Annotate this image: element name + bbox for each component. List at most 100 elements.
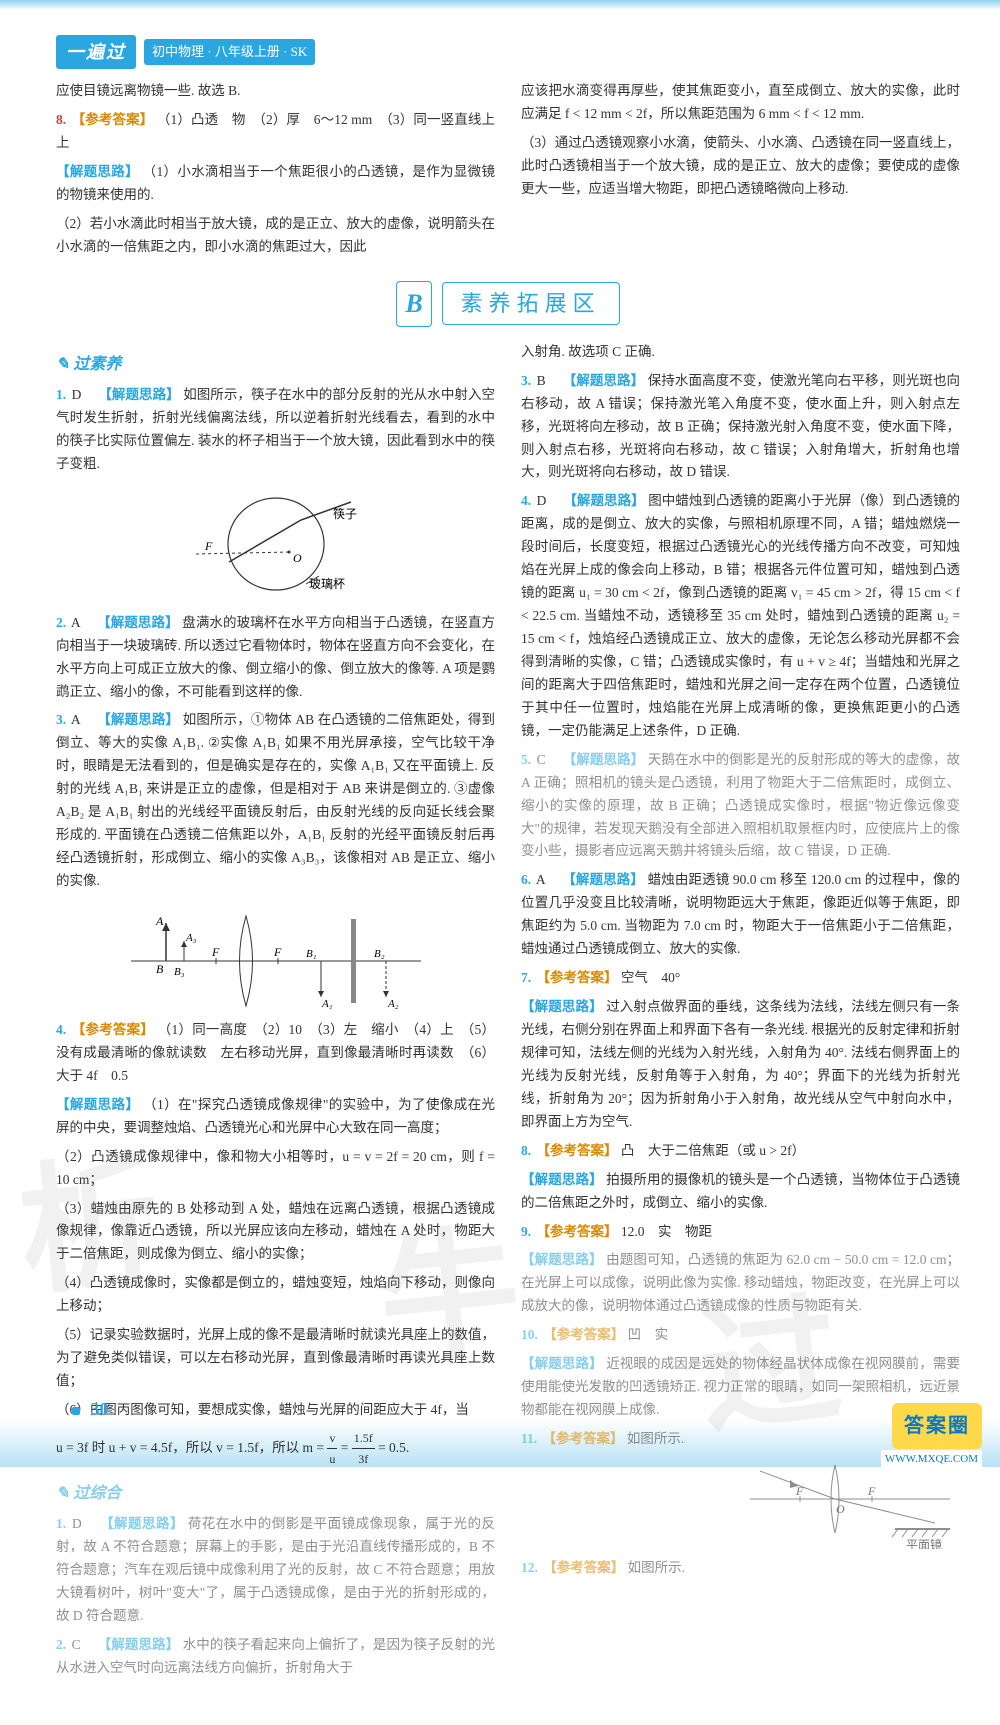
q4-think: 【解题思路】 （1）在"探究凸透镜成像规律"的实验中，为了使像成在光屏的中央，要… xyxy=(56,1094,495,1140)
ans-label: 【参考答案】 xyxy=(543,1560,624,1575)
diagram-mirror: F O F 平面镜 xyxy=(521,1459,960,1549)
q2: 2. A 【解题思路】 盘满水的玻璃杯在水平方向相当于凸透镜，在竖直方向相当于一… xyxy=(56,612,495,704)
z1-ans: D xyxy=(72,1516,82,1531)
d1-kz: 筷子 xyxy=(333,506,357,521)
svg-text:B₁: B₁ xyxy=(306,948,317,960)
think-label: 【解题思路】 xyxy=(563,752,645,767)
diagram-lens: A B A₃ B₃ F F B₁ A₁ xyxy=(56,901,495,1011)
q3-ans: A xyxy=(71,712,80,727)
svg-text:O: O xyxy=(293,551,302,565)
ans-label: 【参考答案】 xyxy=(537,1224,618,1239)
badge-sub: WWW.MXQE.COM xyxy=(881,1450,982,1469)
r7-num: 7. xyxy=(521,970,531,985)
badge-main: 答案圈 xyxy=(904,1415,970,1437)
subject-tag: 初中物理 · 八年级上册 · SK xyxy=(144,39,315,65)
r-cont: 入射角. 故选项 C 正确. xyxy=(521,341,960,364)
q3-num: 3. xyxy=(56,712,66,727)
ans-label: 【参考答案】 xyxy=(537,970,618,985)
q1-num: 1. xyxy=(56,387,66,402)
svg-text:平面镜: 平面镜 xyxy=(906,1537,942,1549)
ans-label: 【参考答案】 xyxy=(72,112,154,127)
r12-ans-text: 如图所示. xyxy=(628,1560,685,1575)
banner-title: 素养拓展区 xyxy=(442,282,620,325)
q4-t6a: （6）由图丙图像可知，要想成实像，蜡烛与光屏的间距应大于 4f，当 xyxy=(56,1399,495,1422)
ans-label: 【参考答案】 xyxy=(543,1327,624,1342)
section-banner: B 素养拓展区 xyxy=(56,281,960,327)
svg-text:F: F xyxy=(273,945,282,959)
page-number: 30 xyxy=(72,1394,109,1425)
q4-num: 4. xyxy=(56,1022,66,1037)
section-zonghe: 过综合 xyxy=(56,1480,495,1507)
q4-t6b-line: u = 3f 时 u + v = 4.5f，所以 v = 1.5f，所以 m =… xyxy=(56,1428,495,1470)
r7a: 7. 【参考答案】 空气 40° xyxy=(521,967,960,990)
svg-text:B: B xyxy=(156,962,164,976)
r9-ans-text: 12.0 实 物距 xyxy=(621,1224,712,1239)
r8-ans-text: 凸 大于二倍焦距（或 u > 2f） xyxy=(621,1143,805,1158)
think-label: 【解题思路】 xyxy=(97,712,179,727)
ans-label: 【参考答案】 xyxy=(537,1143,618,1158)
r3-ans: B xyxy=(537,373,546,388)
q8-answer: 8. 【参考答案】 （1）凸透 物 （2）厚 6～12 mm （3）同一竖直线上… xyxy=(56,109,495,155)
z2: 2. C 【解题思路】 水中的筷子看起来向上偏折了，是因为筷子反射的光从水进入空… xyxy=(56,1634,495,1680)
svg-text:A₂: A₂ xyxy=(387,998,399,1010)
r9a: 9. 【参考答案】 12.0 实 物距 xyxy=(521,1221,960,1244)
r11-ans-text: 如图所示. xyxy=(627,1431,684,1446)
q1: 1. D 【解题思路】 如图所示，筷子在水中的部分反射的光从水中射入空气时发生折… xyxy=(56,384,495,476)
think-label: 【解题思路】 xyxy=(100,1516,184,1531)
brand: 一遍过 xyxy=(56,35,136,70)
think-label: 【解题思路】 xyxy=(56,164,139,179)
z1-text: 荷花在水中的倒影是平面镜成像现象，属于光的反射，故 A 不符合题意；屏幕上的手影… xyxy=(56,1516,495,1623)
svg-text:B₃: B₃ xyxy=(174,966,185,978)
q4-t3: （3）蜡烛由原先的 B 处移动到 A 处，蜡烛在远离凸透镜，根据凸透镜成像规律，… xyxy=(56,1198,495,1267)
r4-num: 4. xyxy=(521,493,531,508)
top-r2: （3）通过凸透镜观察小水滴，使箭头、小水滴、凸透镜在同一竖直线上，此时凸透镜相当… xyxy=(521,132,960,201)
diagram-cup: O F 筷子 玻璃杯 xyxy=(56,484,495,604)
r3: 3. B 【解题思路】 保持水面高度不变，使激光笔向右平移，则光斑也向右移动，故… xyxy=(521,370,960,485)
q2-num: 2. xyxy=(56,615,66,630)
svg-text:F: F xyxy=(211,945,220,959)
q3-text: 如图所示，①物体 AB 在凸透镜的二倍焦距处，得到倒立、等大的实像 A₁B₁. … xyxy=(56,712,495,888)
z2-num: 2. xyxy=(56,1637,66,1652)
think-label: 【解题思路】 xyxy=(521,1252,603,1267)
q2-ans: A xyxy=(71,615,80,630)
svg-text:B₂: B₂ xyxy=(374,948,385,960)
right-column: 入射角. 故选项 C 正确. 3. B 【解题思路】 保持水面高度不变，使激光笔… xyxy=(521,341,960,1686)
think-label: 【解题思路】 xyxy=(563,373,645,388)
q4-end: = 0.5. xyxy=(378,1440,409,1455)
r8a: 8. 【参考答案】 凸 大于二倍焦距（或 u > 2f） xyxy=(521,1140,960,1163)
think-label: 【解题思路】 xyxy=(56,1097,139,1112)
top-right: 应该把水滴变得再厚些，使其焦距变小，直至成倒立、放大的实像，此时应满足 f < … xyxy=(521,80,960,265)
r9-num: 9. xyxy=(521,1224,531,1239)
r11-num: 11. xyxy=(521,1431,537,1446)
r9t: 【解题思路】 由题图可知，凸透镜的焦距为 62.0 cm − 50.0 cm =… xyxy=(521,1249,960,1318)
q3: 3. A 【解题思路】 如图所示，①物体 AB 在凸透镜的二倍焦距处，得到倒立、… xyxy=(56,709,495,893)
r5-text: 天鹅在水中的倒影是光的反射形成的等大的虚像，故 A 正确；照相机的镜头是凸透镜，… xyxy=(521,752,960,859)
q4-t5: （5）记录实验数据时，光屏上成的像不是最清晰时就读光具座上的数值，为了避免类似错… xyxy=(56,1324,495,1393)
svg-text:F: F xyxy=(204,539,213,553)
think-label: 【解题思路】 xyxy=(98,387,179,402)
q1-ans: D xyxy=(72,387,82,402)
think-label: 【解题思路】 xyxy=(562,872,644,887)
frac2: 1.5f 3f xyxy=(352,1428,375,1470)
r5-ans: C xyxy=(537,752,546,767)
svg-text:A₁: A₁ xyxy=(321,998,333,1010)
z2-ans: C xyxy=(72,1637,81,1652)
page-num-dot-icon xyxy=(72,1407,80,1415)
svg-text:F: F xyxy=(867,1484,876,1498)
svg-text:O: O xyxy=(836,1502,845,1516)
pre-line: 应使目镜远离物镜一些. 故选 B. xyxy=(56,80,495,103)
r7-ans-text: 空气 40° xyxy=(621,970,680,985)
think-label: 【解题思路】 xyxy=(521,1172,603,1187)
banner-letter: B xyxy=(396,281,431,327)
top-block: 应使目镜远离物镜一些. 故选 B. 8. 【参考答案】 （1）凸透 物 （2）厚… xyxy=(56,80,960,265)
ans-label: 【参考答案】 xyxy=(72,1022,154,1037)
frac1-n: v xyxy=(327,1428,337,1449)
r5: 5. C 【解题思路】 天鹅在水中的倒影是光的反射形成的等大的虚像，故 A 正确… xyxy=(521,749,960,864)
section-suyang: 过素养 xyxy=(56,351,495,378)
r3-num: 3. xyxy=(521,373,531,388)
r4-ans: D xyxy=(537,493,547,508)
z1-num: 1. xyxy=(56,1516,66,1531)
svg-text:A: A xyxy=(155,914,164,928)
r8t: 【解题思路】 拍摄所用的摄像机的镜头是一个凸透镜，当物体位于凸透镜的二倍焦距之外… xyxy=(521,1169,960,1215)
q4-t4: （4）凸透镜成像时，实像都是倒立的，蜡烛变短，烛焰向下移动，则像向上移动； xyxy=(56,1272,495,1318)
